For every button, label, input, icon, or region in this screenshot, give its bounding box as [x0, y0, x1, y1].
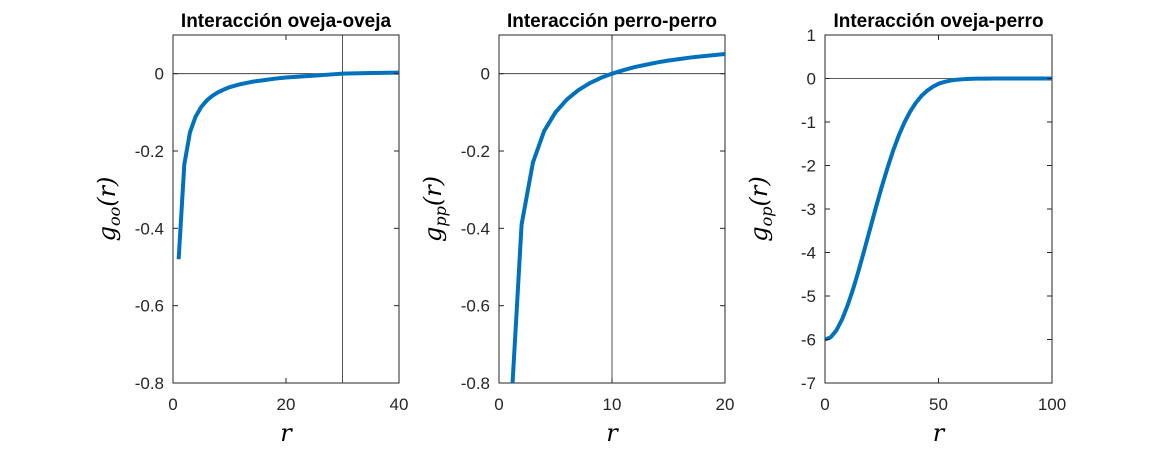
- y-tick-label: -2: [801, 157, 816, 176]
- y-tick-label: -5: [801, 287, 816, 306]
- series-line: [176, 70, 399, 260]
- plot-area: [824, 34, 1053, 384]
- y-axis-label: gop(r): [745, 176, 776, 241]
- y-tick-label: -6: [801, 331, 816, 350]
- x-tick-label: 0: [168, 395, 177, 414]
- x-tick-label: 20: [277, 395, 296, 414]
- chart-title: Interacción oveja-perro: [833, 11, 1043, 32]
- x-tick-label: 100: [1038, 395, 1066, 414]
- x-tick-label: 10: [603, 395, 622, 414]
- chart-title: Interacción oveja-oveja: [181, 11, 392, 32]
- y-tick-label: 0: [807, 70, 816, 89]
- x-axis-label: r: [606, 419, 619, 447]
- y-tick-label: -0.6: [461, 297, 490, 316]
- series-line: [825, 76, 1052, 342]
- y-axis-label: gpp(r): [419, 176, 450, 242]
- x-tick-label: 40: [390, 395, 409, 414]
- y-tick-label: -0.8: [461, 374, 490, 393]
- series-line: [510, 51, 725, 383]
- y-tick-label: -0.8: [135, 374, 164, 393]
- y-tick-label: -0.4: [135, 219, 164, 238]
- y-tick-label: -3: [801, 200, 816, 219]
- y-tick-label: -0.4: [461, 219, 490, 238]
- subplot-3: 0 50 100 1 0 -1 -2 -3 -4 -5 -6 -7 Interacción oveja-…: [745, 11, 1066, 447]
- y-tick-label: -0.2: [461, 142, 490, 161]
- x-tick-label: 0: [494, 395, 503, 414]
- x-tick-label: 20: [716, 395, 735, 414]
- y-tick-label: -4: [801, 244, 816, 263]
- y-tick-label: -0.2: [135, 142, 164, 161]
- subplot-1: 0 20 40 0 -0.2 -0.4 -0.6 -0.8 Interacción oveja-…: [93, 11, 408, 447]
- y-tick-label: 0: [155, 65, 164, 84]
- x-tick-label: 50: [929, 395, 948, 414]
- y-tick-label: -0.6: [135, 297, 164, 316]
- subplot-2: 0 10 20 0 -0.2 -0.4 -0.6 -0.8 Interacción perro-…: [419, 11, 734, 447]
- y-tick-label: 0: [481, 65, 490, 84]
- chart-title: Interacción perro-perro: [507, 11, 717, 32]
- x-tick-label: 0: [820, 395, 829, 414]
- y-tick-label: 1: [807, 26, 816, 45]
- y-axis-label: goo(r): [93, 177, 124, 242]
- x-axis-label: r: [280, 419, 293, 447]
- y-tick-label: -7: [801, 374, 816, 393]
- y-tick-label: -1: [801, 113, 816, 132]
- x-axis-label: r: [933, 419, 946, 447]
- plot-area: [172, 34, 400, 384]
